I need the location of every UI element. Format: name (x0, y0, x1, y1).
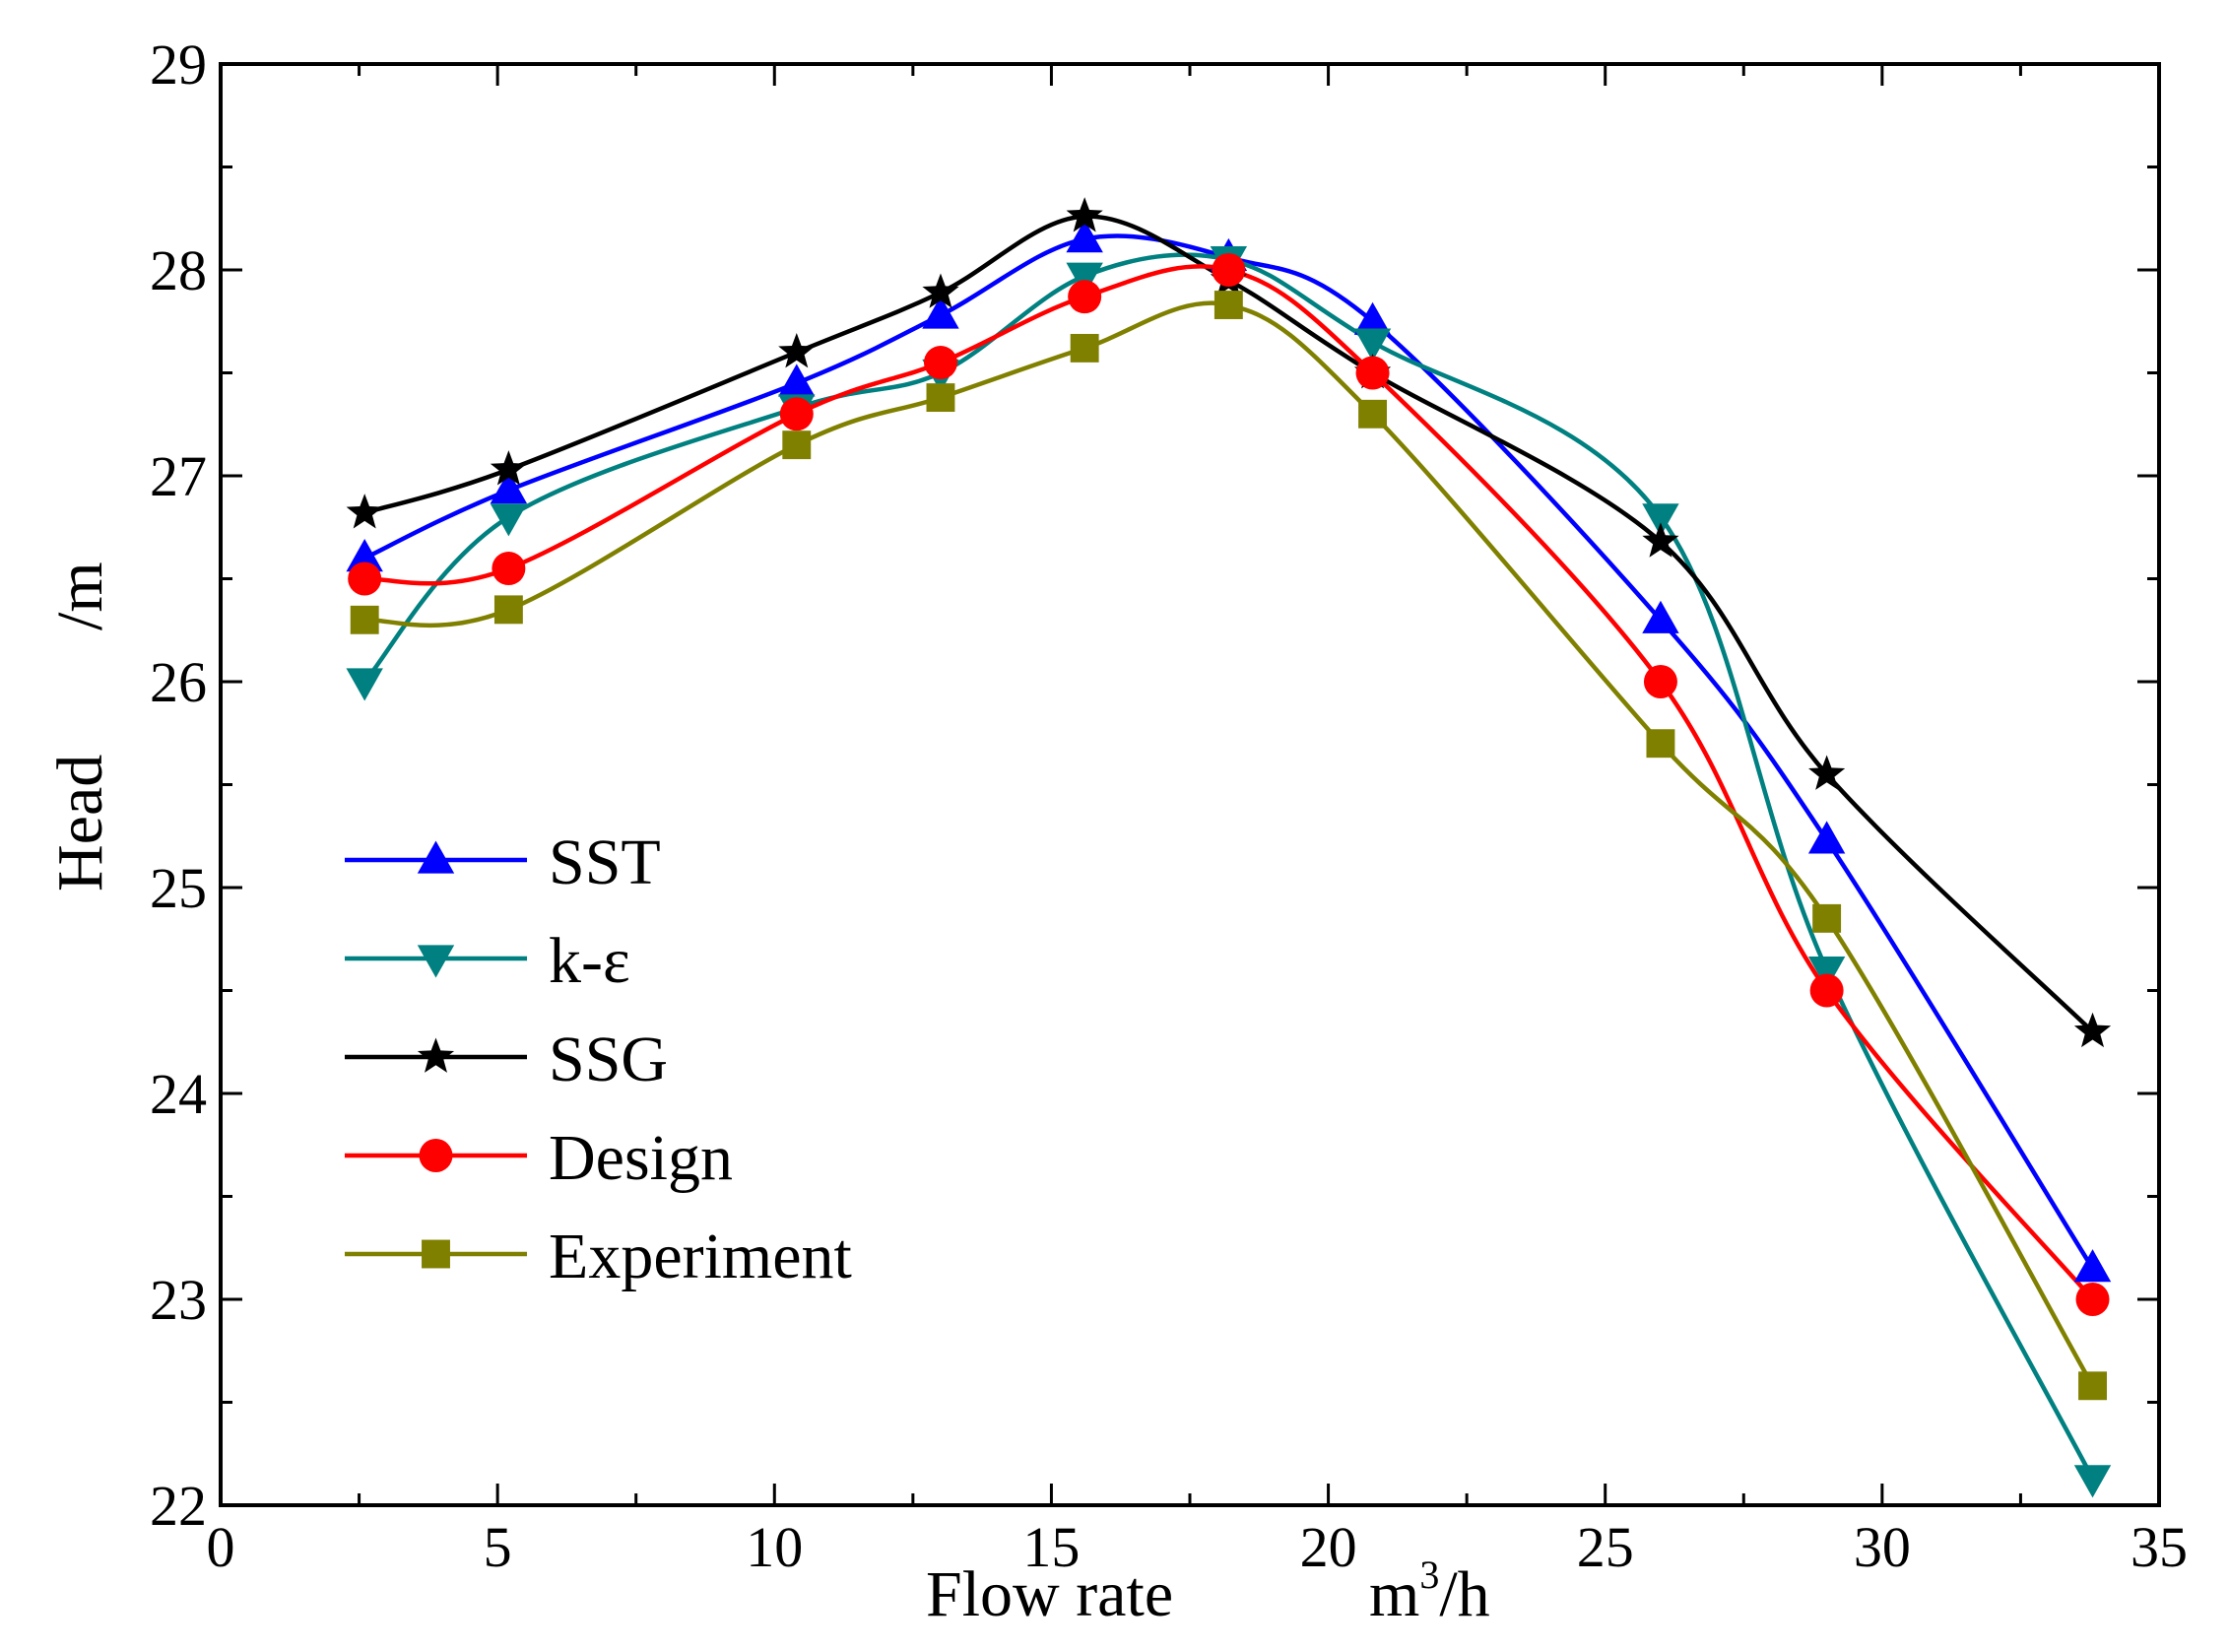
y-tick-label: 27 (150, 444, 207, 508)
data-point (922, 296, 959, 329)
legend: SST k-ε SSG Design Experiment (345, 826, 852, 1292)
legend-entry: SST (345, 826, 661, 898)
data-point (1807, 957, 1846, 990)
data-point (1642, 503, 1679, 537)
data-point (2073, 1465, 2112, 1498)
y-tick-label: 23 (150, 1268, 207, 1332)
data-point (1355, 356, 1390, 390)
data-point (2073, 1249, 2112, 1283)
legend-marker (417, 945, 455, 978)
data-point (2075, 1283, 2110, 1316)
data-point (2078, 1371, 2107, 1401)
x-axis-unit-base: m (1369, 1558, 1419, 1630)
data-point (346, 668, 383, 701)
data-point (490, 503, 528, 537)
y-tick-label: 22 (150, 1474, 207, 1538)
data-point (493, 595, 523, 625)
series-markers-Experiment (350, 291, 2107, 1401)
data-point (923, 346, 957, 380)
axis-ticks (219, 62, 2161, 1507)
series-k-ε (362, 252, 2095, 1480)
y-tick-label: 25 (150, 856, 207, 920)
data-point (1643, 665, 1677, 698)
x-axis-unit: m3/h (1369, 1553, 1490, 1630)
x-tick-label: 35 (2131, 1515, 2188, 1579)
legend-label: SSG (549, 1024, 668, 1095)
x-axis-unit-superscript: 3 (1419, 1553, 1439, 1597)
data-point (782, 430, 812, 460)
data-point (2073, 1012, 2112, 1048)
data-point (1212, 253, 1246, 287)
legend-entry: Design (345, 1122, 733, 1194)
data-point (490, 450, 527, 486)
data-point (1808, 755, 1846, 790)
x-tick-label: 30 (1854, 1515, 1911, 1579)
data-point (346, 539, 383, 572)
data-point (1809, 973, 1844, 1008)
data-point (926, 383, 955, 413)
x-axis-title: Flow rate (926, 1558, 1173, 1630)
plot-series (346, 197, 2112, 1498)
data-point (346, 494, 383, 529)
legend-label: k-ε (549, 925, 630, 997)
legend-marker (417, 840, 455, 874)
legend-label: Experiment (549, 1221, 852, 1292)
x-tick-label: 15 (1022, 1515, 1080, 1579)
data-point (1812, 903, 1842, 933)
data-point (1066, 220, 1103, 253)
legend-marker (417, 1037, 455, 1073)
legend-entry: SSG (345, 1024, 668, 1095)
legend-marker (419, 1139, 453, 1172)
data-point (492, 552, 526, 586)
series-line (362, 252, 2095, 1480)
data-point (1066, 197, 1103, 232)
legend-entry: k-ε (345, 925, 630, 997)
axis-tick-labels: 0 5 10 15 20 25 30 35 22 23 24 25 26 27 28 29 (150, 33, 2188, 1579)
data-point (778, 333, 816, 368)
series-markers-Design (348, 253, 2110, 1316)
y-axis-title: Head (44, 755, 116, 892)
data-point (1070, 333, 1099, 363)
legend-entry: Experiment (345, 1221, 852, 1292)
data-point (1068, 280, 1102, 314)
x-tick-label: 20 (1300, 1515, 1357, 1579)
legend-marker (422, 1239, 450, 1269)
y-axis-unit: /m (44, 562, 116, 630)
x-tick-label: 0 (207, 1515, 235, 1579)
data-point (778, 363, 816, 397)
data-point (1807, 821, 1846, 854)
y-tick-label: 28 (150, 238, 207, 302)
y-tick-label: 29 (150, 33, 207, 97)
y-tick-label: 26 (150, 650, 207, 714)
legend-label: Design (549, 1122, 733, 1194)
x-tick-label: 25 (1577, 1515, 1634, 1579)
x-tick-label: 5 (484, 1515, 512, 1579)
data-point (1353, 301, 1392, 335)
data-point (1642, 600, 1679, 633)
y-tick-label: 24 (150, 1062, 207, 1126)
data-point (1213, 291, 1243, 319)
data-point (779, 397, 814, 431)
data-point (348, 562, 382, 596)
x-tick-label: 10 (746, 1515, 803, 1579)
data-point (1358, 399, 1388, 429)
data-point (1642, 522, 1679, 558)
data-point (1646, 729, 1675, 759)
data-point (1353, 328, 1392, 362)
data-point (922, 273, 959, 308)
x-axis-unit-rest: /h (1439, 1558, 1489, 1630)
data-point (490, 471, 528, 504)
data-point (350, 605, 379, 634)
data-point (1066, 262, 1103, 296)
legend-label: SST (549, 826, 661, 898)
